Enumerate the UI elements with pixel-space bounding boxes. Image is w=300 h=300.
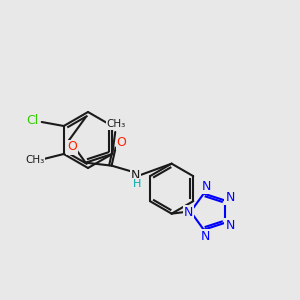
Text: CH₃: CH₃ <box>25 155 44 165</box>
Text: CH₃: CH₃ <box>106 119 126 129</box>
Text: O: O <box>67 140 77 154</box>
Text: N: N <box>184 206 193 219</box>
Text: N: N <box>201 230 210 243</box>
Text: N: N <box>202 180 212 193</box>
Text: Cl: Cl <box>27 115 39 128</box>
Text: N: N <box>225 191 235 204</box>
Text: N: N <box>131 169 140 182</box>
Text: H: H <box>132 179 141 189</box>
Text: N: N <box>225 219 235 232</box>
Text: O: O <box>117 136 127 149</box>
